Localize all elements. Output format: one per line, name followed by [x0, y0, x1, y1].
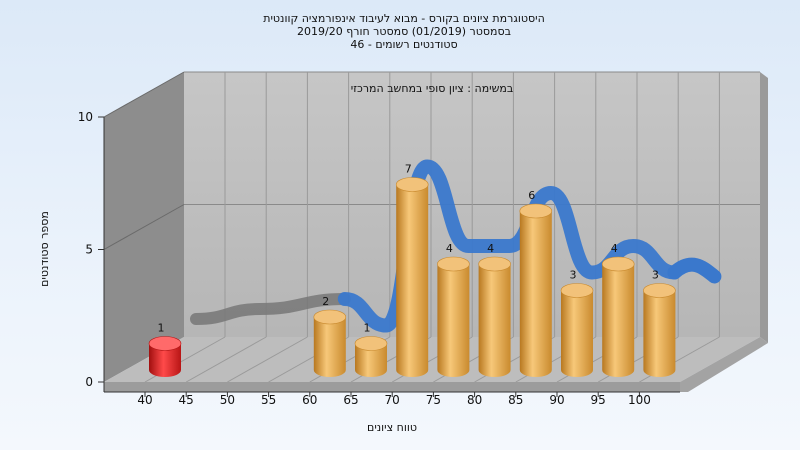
x-tick-label: 80 [467, 393, 482, 407]
x-tick-label: 45 [179, 393, 194, 407]
y-tick-label: 0 [85, 375, 93, 389]
data-label-40: 1 [158, 322, 165, 335]
chart-subtitle: במשימה : ציון סופי במחשב המרכזי [351, 82, 514, 95]
bar-body-100 [643, 290, 676, 377]
gridline-wall [103, 71, 185, 118]
bar-body-85 [519, 211, 552, 377]
bar-body-80 [478, 264, 511, 377]
x-tick-label: 70 [385, 393, 400, 407]
bar-cap-75 [437, 256, 470, 272]
bar-body-40 [149, 343, 181, 377]
chart-title-line-1: היסטוגרמת ציונים בקורס - מבוא לעיבוד אינ… [263, 12, 545, 25]
x-tick-label: 40 [137, 393, 152, 407]
bar-body-90 [561, 290, 593, 377]
bar-cap-85 [519, 203, 553, 219]
data-labels: 1 2 1 7 4 4 6 3 4 3 [158, 163, 659, 335]
x-tick-label: 75 [426, 393, 441, 407]
bar-cap-70 [395, 177, 429, 192]
trend-segment-gray [190, 293, 351, 325]
x-tick-label: 85 [508, 393, 523, 407]
y-tick-label: 5 [85, 243, 93, 257]
bar-80 [478, 256, 511, 377]
x-tick-label: 90 [549, 393, 564, 407]
bar-body-65 [355, 343, 387, 377]
bar-cap-80 [478, 256, 511, 272]
bar-cap-40 [148, 336, 182, 351]
chart-title-line-3: סטודנטים רשומים - 46 [350, 38, 457, 51]
bar-cap-65 [354, 336, 388, 351]
chart-title-line-2: בסמסטר (01/2019) סמסטר חורף 2019/20 [297, 25, 511, 38]
bar-body-70 [396, 184, 429, 377]
data-label-90: 3 [570, 269, 577, 282]
data-label-85: 6 [528, 189, 535, 202]
gridline-floor [227, 336, 308, 383]
x-axis-title: טווח ציונים [367, 421, 417, 434]
x-tick-label: 60 [302, 393, 317, 407]
gridline-wall [103, 204, 185, 250]
bar-70 [395, 177, 429, 377]
x-tick-label: 95 [591, 393, 606, 407]
bar-65 [354, 336, 388, 377]
bar-60 [313, 309, 347, 377]
bar-100 [643, 283, 676, 377]
bar-95 [601, 256, 635, 377]
floor-right-edge [680, 337, 768, 392]
trend-segment-tail [667, 257, 722, 284]
bar-90 [560, 283, 594, 377]
x-tick-label: 55 [261, 393, 276, 407]
floor-front-edge [104, 382, 680, 392]
bar-40 [148, 336, 182, 377]
gridline-floor [185, 336, 267, 383]
bar-body-60 [313, 317, 346, 377]
bar-body-75 [437, 264, 470, 377]
y-axis-title: מספר סטודנטים [38, 211, 51, 287]
bar-body-95 [602, 264, 635, 377]
data-label-95: 4 [611, 242, 618, 255]
bars [148, 177, 676, 377]
data-label-80: 4 [487, 242, 494, 255]
data-label-75: 4 [446, 242, 453, 255]
axes: 0 5 10 40 45 50 55 60 65 70 75 80 85 90 95 100 [78, 110, 680, 407]
bar-cap-100 [643, 283, 676, 298]
bar-cap-95 [601, 256, 635, 272]
bar-85 [519, 203, 553, 377]
bar-cap-90 [560, 283, 594, 298]
data-label-70: 7 [405, 163, 412, 176]
y-tick-label: 10 [78, 110, 93, 124]
data-label-60: 2 [322, 295, 329, 308]
x-tick-label: 100 [628, 393, 651, 407]
data-label-65: 1 [364, 322, 371, 335]
back-wall-right-edge [760, 72, 768, 343]
data-label-100: 3 [652, 269, 659, 282]
x-tick-label: 65 [343, 393, 358, 407]
bar-75 [437, 256, 470, 377]
x-tick-label: 50 [220, 393, 235, 407]
bar-cap-60 [313, 309, 347, 325]
